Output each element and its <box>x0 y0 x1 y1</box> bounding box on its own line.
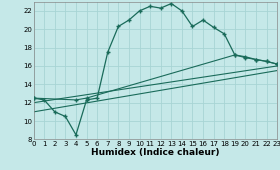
X-axis label: Humidex (Indice chaleur): Humidex (Indice chaleur) <box>91 148 220 157</box>
